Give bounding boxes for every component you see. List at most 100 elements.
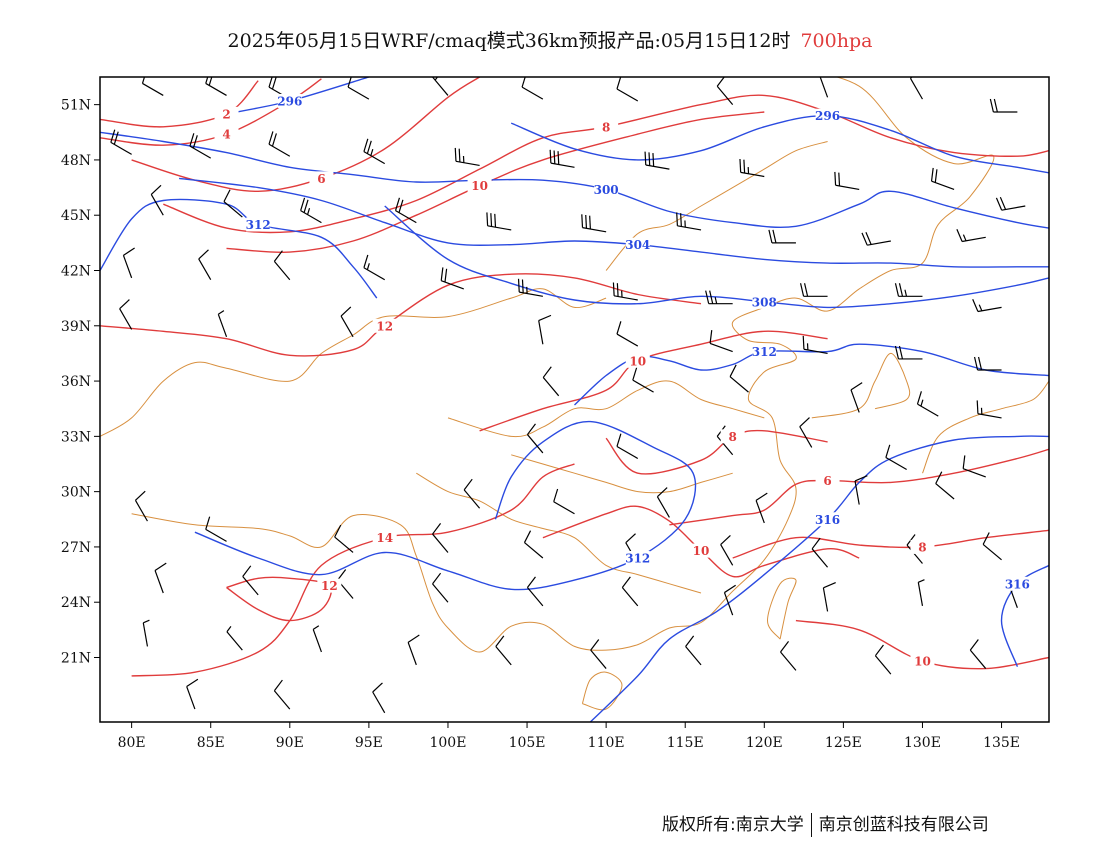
wind-barb bbox=[119, 299, 133, 330]
wind-barb-feather bbox=[186, 678, 199, 688]
wind-barb-feather bbox=[366, 263, 370, 270]
wind-barb-feather bbox=[729, 364, 737, 377]
wind-barb-shaft bbox=[720, 544, 734, 566]
wind-barb bbox=[553, 488, 575, 515]
contour-label-bg bbox=[309, 171, 334, 186]
wind-barb bbox=[154, 562, 167, 594]
wind-barb-feather bbox=[434, 77, 439, 81]
wind-barb bbox=[122, 247, 135, 279]
wind-barb bbox=[729, 364, 749, 393]
contour-label-bg bbox=[625, 237, 650, 252]
contour-label-bg bbox=[689, 543, 714, 558]
wind-barb-feather bbox=[486, 212, 489, 226]
wind-barb-shaft bbox=[142, 622, 149, 647]
wind-barb-shaft bbox=[755, 500, 765, 524]
contour-label-bg bbox=[317, 578, 342, 593]
wind-barb-feather bbox=[590, 639, 600, 651]
wind-barb-feather bbox=[432, 572, 442, 585]
wind-barb-shaft bbox=[729, 376, 749, 393]
wind-barb-feather bbox=[916, 391, 922, 405]
wind-barb bbox=[811, 537, 829, 568]
wind-barb-feather bbox=[799, 417, 810, 428]
wind-barb-feather bbox=[223, 189, 231, 202]
wind-barb-feather bbox=[850, 382, 863, 391]
wind-barb-feather bbox=[523, 530, 532, 543]
temperature-contour-label: 12 bbox=[376, 319, 393, 333]
wind-barb-feather bbox=[123, 247, 135, 256]
wind-barb-feather bbox=[242, 565, 252, 577]
wind-barb-feather bbox=[976, 400, 979, 414]
wind-barb-shaft bbox=[709, 342, 733, 353]
x-tick-label: 110E bbox=[588, 735, 625, 751]
wind-barb-shaft bbox=[407, 642, 417, 666]
wind-barb-shaft bbox=[835, 184, 860, 191]
wind-barb-feather bbox=[198, 249, 209, 260]
wind-barb bbox=[581, 214, 607, 233]
wind-barb bbox=[885, 444, 907, 471]
y-tick-label: 48N bbox=[61, 153, 91, 169]
temperature-contour-label: 2 bbox=[222, 107, 230, 121]
x-tick-label: 90E bbox=[276, 735, 304, 751]
contour-label-bg bbox=[372, 530, 397, 545]
wind-barb bbox=[799, 417, 813, 448]
wind-barb-feather bbox=[906, 534, 916, 546]
wind-barb-feather bbox=[110, 129, 116, 143]
wind-barb bbox=[542, 366, 560, 397]
temperature-contour-label: 4 bbox=[222, 128, 230, 142]
wind-barb bbox=[198, 249, 212, 281]
wind-barb-shaft bbox=[621, 587, 639, 607]
wind-barb-shaft bbox=[799, 426, 813, 448]
height-contour bbox=[510, 114, 1049, 174]
wind-barb-feather bbox=[273, 679, 283, 692]
wind-barb-shaft bbox=[495, 646, 512, 666]
wind-barb bbox=[616, 321, 639, 347]
wind-barb-feather bbox=[904, 289, 908, 297]
wind-barb-feather bbox=[135, 490, 146, 501]
wind-barb-feather bbox=[208, 77, 213, 86]
wind-barb bbox=[973, 356, 1002, 371]
height-contour bbox=[194, 420, 697, 591]
wind-barb-feather bbox=[616, 77, 622, 90]
height-contour-label: 296 bbox=[815, 109, 840, 123]
wind-barb-feather bbox=[802, 335, 805, 350]
x-tick-label: 105E bbox=[509, 735, 546, 751]
wind-barb-feather bbox=[632, 367, 638, 381]
wind-barb-shaft bbox=[372, 691, 386, 714]
wind-barb-feather bbox=[268, 131, 274, 145]
wind-barb-feather bbox=[982, 532, 990, 545]
wind-barb-feather bbox=[154, 562, 167, 571]
wind-barb bbox=[616, 77, 639, 102]
temperature-contour-label: 8 bbox=[728, 430, 736, 444]
height-contour-label: 312 bbox=[752, 345, 777, 359]
wind-barb-feather bbox=[811, 537, 821, 550]
wind-barb-feather bbox=[363, 254, 369, 268]
wind-barb-feather bbox=[370, 149, 374, 156]
wind-barb-feather bbox=[656, 487, 668, 498]
wind-barb-feather bbox=[440, 267, 444, 281]
wind-barb bbox=[268, 131, 291, 157]
wind-barb bbox=[454, 147, 480, 167]
temperature-contour-label: 12 bbox=[321, 579, 338, 593]
wind-barb bbox=[549, 149, 575, 168]
wind-barb bbox=[616, 433, 639, 459]
wind-barb bbox=[347, 77, 370, 100]
temperature-contour-label: 6 bbox=[823, 474, 831, 488]
wind-barb-feather bbox=[526, 576, 536, 588]
wind-barb-feather bbox=[885, 444, 891, 458]
wind-barb bbox=[621, 576, 639, 607]
wind-barb-feather bbox=[495, 635, 505, 647]
copyright-notice: 版权所有:南京大学 南京创蓝科技有限公司 bbox=[662, 810, 989, 837]
temperature-contour-label: 6 bbox=[317, 172, 325, 186]
y-tick-label: 27N bbox=[61, 540, 91, 556]
wind-barb bbox=[242, 565, 259, 596]
wind-barb bbox=[432, 572, 449, 603]
wind-barb bbox=[526, 423, 544, 454]
contour-label-bg bbox=[594, 182, 619, 197]
x-tick-label: 130E bbox=[904, 735, 941, 751]
x-tick-label: 120E bbox=[746, 735, 783, 751]
wind-barb-feather bbox=[935, 471, 943, 484]
wind-barbs bbox=[110, 77, 1026, 714]
wind-barb bbox=[432, 77, 449, 96]
height-contour-label: 300 bbox=[594, 183, 619, 197]
wind-barb bbox=[340, 306, 354, 338]
